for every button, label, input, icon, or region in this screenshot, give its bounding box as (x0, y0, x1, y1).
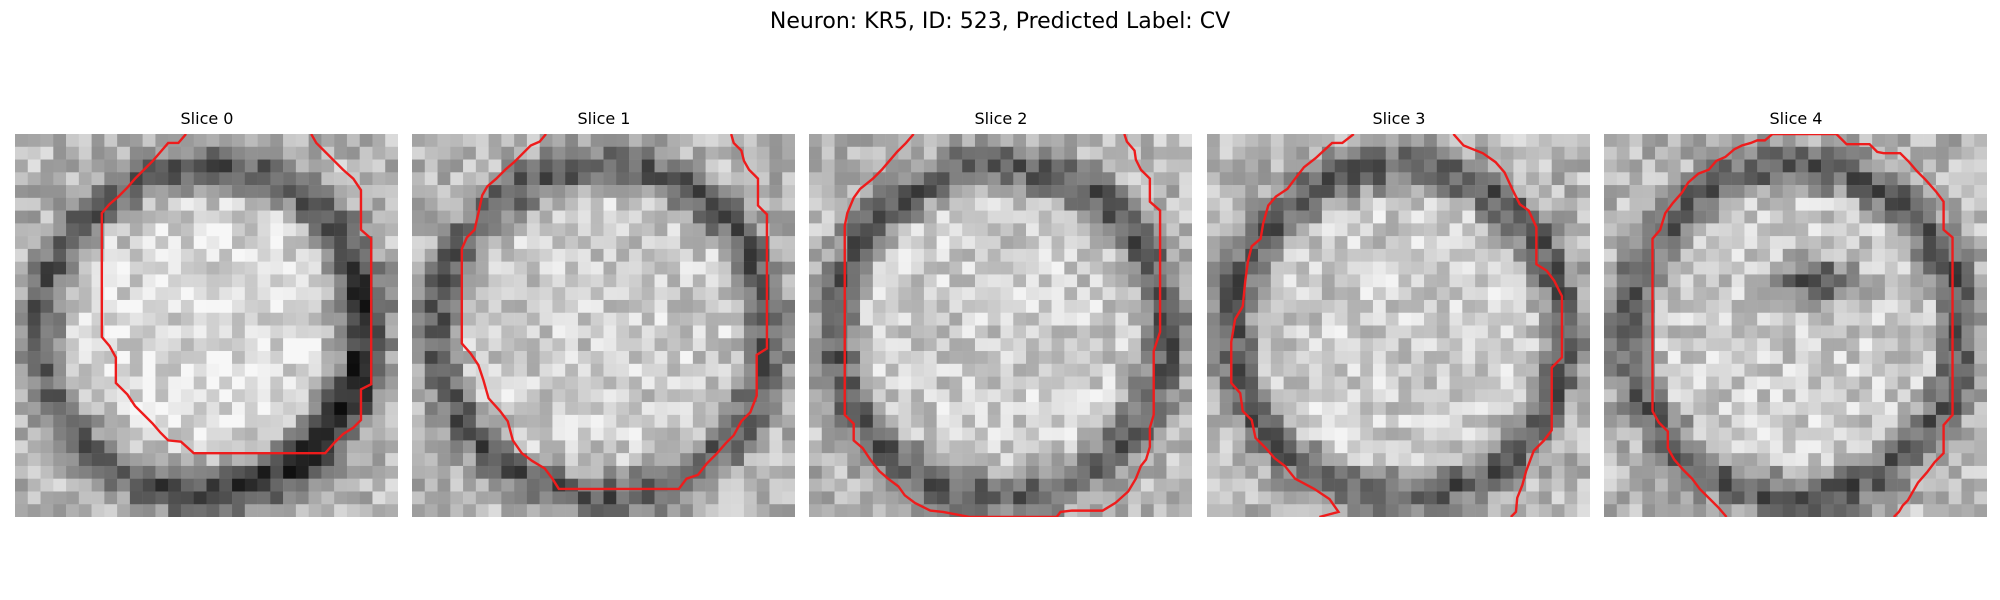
segmentation-contour (1231, 134, 1354, 517)
slice-image (1207, 134, 1590, 517)
slice-image (412, 134, 795, 517)
segmentation-contour (462, 134, 767, 489)
slice-title: Slice 0 (180, 109, 234, 128)
slice-title: Slice 4 (1769, 109, 1823, 128)
segmentation-contour (1653, 134, 1953, 517)
slice-image (15, 134, 398, 517)
slice-image (809, 134, 1192, 517)
slice-image (1604, 134, 1987, 517)
slice-panel-4: Slice 4 (1604, 108, 1988, 517)
slice-panel-2: Slice 2 (809, 108, 1193, 517)
segmentation-contour (845, 134, 1160, 517)
slice-panel-0: Slice 0 (15, 108, 399, 517)
slice-title: Slice 2 (974, 109, 1028, 128)
slice-title: Slice 3 (1372, 109, 1426, 128)
segmentation-contour (102, 134, 371, 453)
slice-panel-1: Slice 1 (412, 108, 796, 517)
segmentation-contour (1453, 134, 1562, 517)
slice-title: Slice 1 (577, 109, 631, 128)
figure-title: Neuron: KR5, ID: 523, Predicted Label: C… (769, 9, 1231, 34)
slice-panel-3: Slice 3 (1207, 108, 1591, 517)
